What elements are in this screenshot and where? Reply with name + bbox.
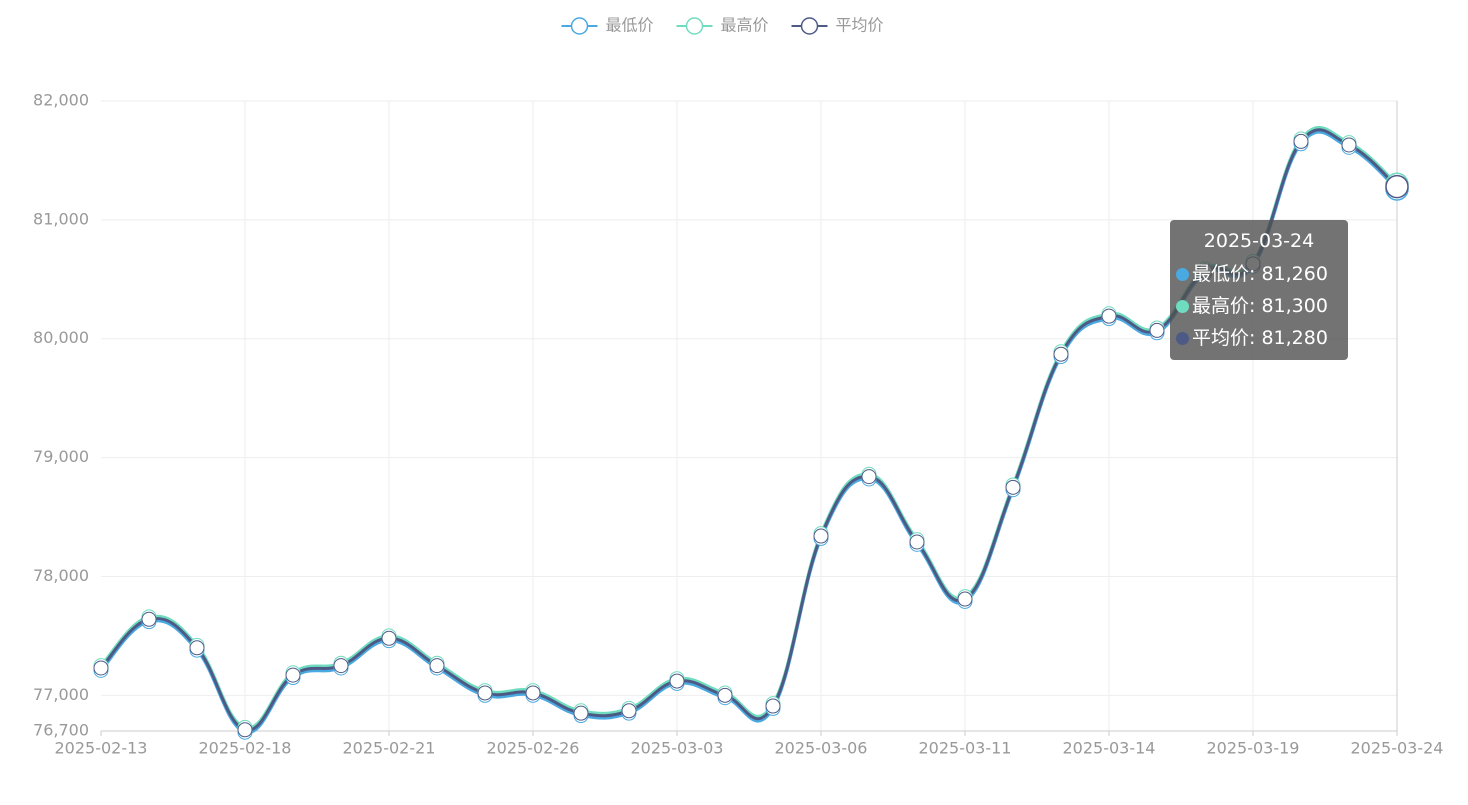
- data-point: [621, 703, 637, 719]
- tooltip-title: 2025-03-24: [1203, 230, 1315, 252]
- data-point: [1101, 308, 1117, 324]
- x-tick-label: 2025-03-24: [1351, 739, 1444, 758]
- data-point: [909, 534, 925, 550]
- tooltip-marker: [1176, 268, 1189, 281]
- data-point: [93, 660, 109, 676]
- data-point: [429, 658, 445, 674]
- tooltip-name: 最高价: [1192, 295, 1261, 317]
- tooltip: 2025-03-24最低价81,260最高价81,300平均价81,280: [1170, 220, 1348, 360]
- x-tick-label: 2025-03-14: [1063, 739, 1156, 758]
- x-tick-label: 2025-03-03: [631, 739, 724, 758]
- tooltip-row: 平均价81,280: [1176, 322, 1342, 354]
- data-point: [669, 673, 685, 689]
- data-point: [573, 705, 589, 721]
- series-line: [99, 125, 1398, 730]
- y-tick-label: 82,000: [33, 91, 89, 110]
- tooltip-name: 平均价: [1192, 327, 1261, 349]
- tooltip-value: 81,300: [1261, 295, 1328, 317]
- data-point: [765, 698, 781, 714]
- legend-label: 平均价: [836, 16, 884, 35]
- data-point: [717, 687, 733, 703]
- data-point: [333, 658, 349, 674]
- data-point: [1341, 137, 1357, 153]
- tooltip-row: 最低价81,260: [1176, 258, 1342, 290]
- data-point: [477, 685, 493, 701]
- data-point: [237, 722, 253, 738]
- tooltip-value: 81,260: [1261, 263, 1328, 285]
- tooltip-value: 81,280: [1261, 327, 1328, 349]
- data-point: [813, 528, 829, 544]
- legend-icon: [570, 17, 589, 35]
- x-tick-label: 2025-02-26: [487, 739, 580, 758]
- y-tick-label: 77,000: [33, 685, 89, 704]
- data-point: [1385, 174, 1409, 199]
- data-point: [1149, 322, 1165, 338]
- data-point: [141, 611, 157, 627]
- y-tick-label: 79,000: [33, 447, 89, 466]
- data-point: [381, 630, 397, 646]
- x-tick-label: 2025-03-06: [775, 739, 868, 758]
- y-tick-label: 81,000: [33, 209, 89, 228]
- tooltip-name: 最低价: [1192, 263, 1261, 285]
- data-point: [861, 469, 877, 485]
- x-tick-label: 2025-03-19: [1207, 739, 1300, 758]
- y-tick-label: 80,000: [33, 328, 89, 347]
- legend-label: 最低价: [606, 16, 654, 35]
- x-tick-label: 2025-03-11: [919, 739, 1012, 758]
- data-point: [285, 667, 301, 683]
- data-point: [189, 640, 205, 656]
- legend-icon: [800, 17, 819, 35]
- legend-label: 最高价: [721, 16, 769, 35]
- data-point: [525, 685, 541, 701]
- data-point: [957, 591, 973, 607]
- data-point: [1293, 133, 1309, 149]
- tooltip-row: 最高价81,300: [1176, 290, 1342, 322]
- legend-icon: [685, 17, 704, 35]
- x-tick-label: 2025-02-21: [343, 739, 436, 758]
- tooltip-marker: [1176, 300, 1189, 313]
- x-tick-label: 2025-02-18: [199, 739, 292, 758]
- tooltip-marker: [1176, 332, 1189, 345]
- data-point: [1053, 346, 1069, 362]
- y-tick-label: 78,000: [33, 566, 89, 585]
- x-tick-label: 2025-02-13: [55, 739, 148, 758]
- y-tick-label: 76,700: [33, 721, 89, 740]
- data-point: [1005, 479, 1021, 495]
